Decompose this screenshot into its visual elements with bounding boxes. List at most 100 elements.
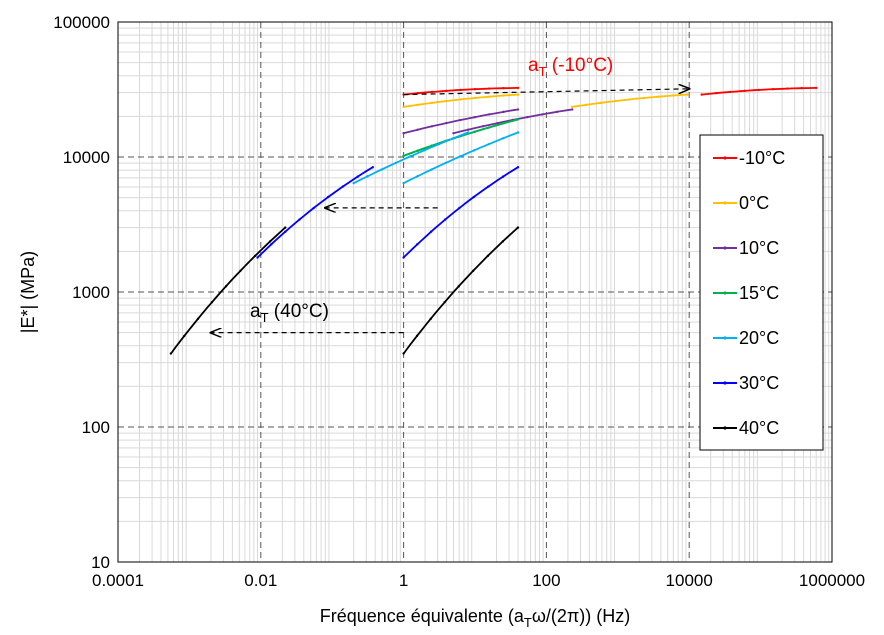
y-tick-label: 1000	[72, 283, 110, 302]
series-shifted-point	[466, 131, 470, 134]
legend-label: 15°C	[739, 283, 779, 303]
series-measured-point	[473, 87, 477, 91]
series-measured-point	[416, 175, 419, 178]
series-shifted-point	[800, 86, 804, 90]
series-measured-point	[516, 166, 520, 169]
series-measured-point	[402, 132, 405, 135]
series-measured-point	[430, 101, 434, 105]
series-measured-line	[403, 131, 519, 184]
series-measured-point	[429, 317, 432, 321]
series-measured-point	[416, 103, 420, 106]
series-shifted-point	[416, 149, 419, 152]
x-tick-label: 1000000	[799, 571, 865, 590]
series-shifted-point	[487, 126, 491, 129]
x-tick-label: 0.01	[244, 571, 277, 590]
series-measured-point	[443, 301, 446, 304]
series-measured-point	[516, 86, 520, 90]
series-shifted-point	[757, 88, 761, 92]
series-shifted-point	[473, 130, 476, 134]
series-shifted-point	[599, 101, 603, 105]
series-measured-line	[403, 93, 519, 108]
series-shifted-point	[284, 230, 287, 233]
x-tick-label: 100	[532, 571, 560, 590]
legend-label: 0°C	[739, 193, 769, 213]
series-measured-point	[502, 86, 505, 90]
series-shifted-point	[210, 301, 214, 304]
series-measured-point	[473, 96, 477, 100]
series-shifted-point	[771, 87, 775, 91]
series-measured-point	[444, 121, 448, 125]
series-measured-point	[502, 137, 505, 140]
series-shifted-point	[239, 269, 242, 272]
series-measured-point	[459, 118, 462, 122]
series-measured-point	[443, 218, 447, 221]
series-measured-point	[516, 108, 520, 111]
series-measured-point	[501, 240, 505, 243]
series-measured-point	[458, 206, 461, 210]
series-measured-point	[472, 195, 475, 199]
series-measured-point	[502, 94, 505, 97]
y-tick-label: 100	[82, 418, 110, 437]
x-tick-label: 0.0001	[92, 571, 144, 590]
legend-marker	[723, 246, 727, 250]
series-shifted-line	[353, 131, 469, 184]
y-tick-label: 100000	[53, 13, 110, 32]
series-measured-point	[402, 352, 405, 355]
series-shifted-point	[268, 240, 272, 243]
series-measured-point	[516, 131, 520, 134]
series-shifted-point	[312, 206, 315, 210]
series-shifted-point	[743, 89, 746, 93]
series-measured-point	[402, 256, 405, 259]
series-measured-point	[445, 89, 448, 93]
legend-label: 30°C	[739, 373, 779, 393]
series-shifted-point	[284, 226, 287, 229]
series-shifted-point	[298, 218, 301, 221]
series-measured-point	[487, 142, 490, 146]
shift-arrow	[403, 89, 690, 96]
series-shifted-point	[628, 98, 631, 101]
shift-arrows: aT (-10°C) aT (40°C)	[211, 55, 689, 333]
series-shifted-point	[786, 87, 789, 90]
series-measured-line	[402, 226, 519, 355]
series-layer	[169, 86, 818, 355]
series-shifted-point	[671, 94, 675, 97]
series-measured-point	[486, 254, 490, 258]
series-measured-point	[502, 110, 505, 114]
series-measured-point	[487, 113, 491, 116]
series-shifted-point	[402, 154, 405, 158]
series-shifted-point	[714, 91, 718, 95]
legend-marker	[723, 291, 727, 295]
y-axis-title: |E*| (MPa)	[18, 251, 38, 333]
series-shifted-point	[352, 181, 355, 185]
series-measured-point	[459, 98, 462, 101]
series-shifted-point	[556, 110, 559, 114]
series-measured-point	[416, 128, 419, 131]
series-shifted-point	[356, 175, 359, 178]
series-shifted-line	[403, 118, 519, 157]
series-measured-point	[415, 334, 419, 338]
legend-marker	[723, 201, 727, 205]
series-shifted-point	[408, 155, 412, 158]
series-shifted-point	[516, 118, 520, 121]
series-shifted-point	[224, 285, 228, 288]
series-measured-point	[457, 285, 460, 288]
series-shifted-point	[380, 168, 383, 171]
y-tick-label: 10000	[63, 148, 110, 167]
series-measured-point	[402, 181, 405, 185]
series-shifted-point	[327, 195, 330, 199]
series-measured-point	[402, 105, 405, 109]
series-shifted-point	[466, 128, 470, 131]
shift-factor-label: aT (-10°C)	[528, 55, 613, 79]
series-shifted-point	[526, 115, 529, 119]
series-shifted-point	[437, 142, 441, 146]
series-measured-point	[487, 185, 490, 188]
series-measured-point	[501, 175, 505, 178]
legend-marker	[723, 426, 727, 430]
x-tick-label: 10000	[666, 571, 713, 590]
legend-label: 40°C	[739, 418, 779, 438]
legend-label: 10°C	[739, 238, 779, 258]
legend-marker	[723, 381, 727, 385]
series-measured-point	[516, 226, 520, 229]
series-shifted-point	[814, 86, 818, 90]
